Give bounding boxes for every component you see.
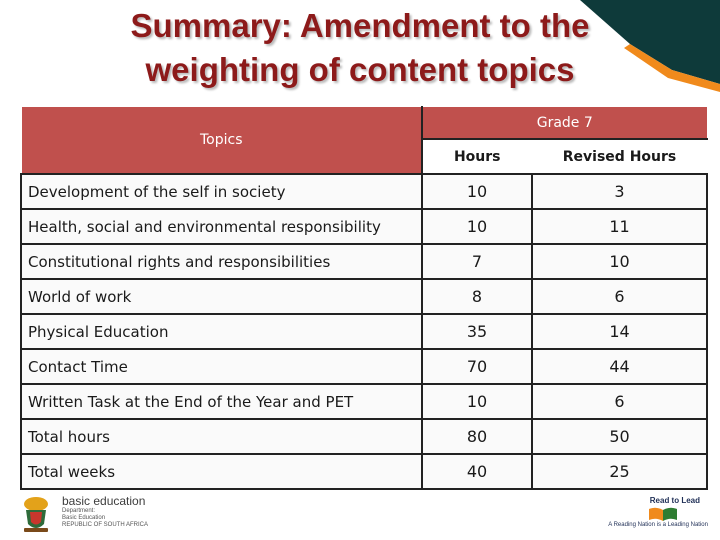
table-row: Total weeks 40 25 xyxy=(20,453,709,490)
table-row: Constitutional rights and responsibiliti… xyxy=(20,243,709,280)
slide-title: Summary: Amendment to the weighting of c… xyxy=(0,4,720,92)
header-grade: Grade 7 xyxy=(421,106,708,141)
read-to-lead-logo: Read to Lead A Reading Nation is a Leadi… xyxy=(608,492,712,536)
read-to-lead-title: Read to Lead xyxy=(649,496,700,505)
logo-line-2: Basic Education xyxy=(62,515,106,521)
row-revised-hours: 10 xyxy=(530,243,709,280)
row-hours: 10 xyxy=(421,208,533,245)
row-hours: 70 xyxy=(421,348,533,385)
row-revised-hours: 14 xyxy=(530,313,709,350)
row-revised-hours: 6 xyxy=(530,383,709,420)
coat-of-arms-icon xyxy=(24,497,48,532)
title-line-2: weighting of content topics xyxy=(145,51,575,88)
header-hours: Hours xyxy=(421,138,533,175)
row-hours: 80 xyxy=(421,418,533,455)
title-line-1: Summary: Amendment to the xyxy=(130,7,590,44)
row-hours: 10 xyxy=(421,383,533,420)
row-topic: Total hours xyxy=(20,418,423,455)
table-row: World of work 8 6 xyxy=(20,278,709,315)
row-topic: Health, social and environmental respons… xyxy=(20,208,423,245)
row-topic: Contact Time xyxy=(20,348,423,385)
table-row: Health, social and environmental respons… xyxy=(20,208,709,245)
row-topic: Total weeks xyxy=(20,453,423,490)
table-row: Total hours 80 50 xyxy=(20,418,709,455)
logo-line-3: REPUBLIC OF SOUTH AFRICA xyxy=(62,522,149,528)
row-revised-hours: 3 xyxy=(530,173,709,210)
row-hours: 10 xyxy=(421,173,533,210)
header-topics: Topics xyxy=(20,106,423,175)
row-topic: Physical Education xyxy=(20,313,423,350)
table-row: Contact Time 70 44 xyxy=(20,348,709,385)
summary-table: Topics Grade 7 Hours Revised Hours Devel… xyxy=(20,106,709,490)
row-topic: Constitutional rights and responsibiliti… xyxy=(20,243,423,280)
row-hours: 8 xyxy=(421,278,533,315)
table-row: Physical Education 35 14 xyxy=(20,313,709,350)
table-row: Development of the self in society 10 3 xyxy=(20,173,709,210)
row-topic: Written Task at the End of the Year and … xyxy=(20,383,423,420)
header-revised-hours: Revised Hours xyxy=(531,138,708,175)
row-revised-hours: 11 xyxy=(530,208,709,245)
read-to-lead-tagline: A Reading Nation is a Leading Nation xyxy=(608,522,708,528)
row-topic: Development of the self in society xyxy=(20,173,423,210)
row-revised-hours: 25 xyxy=(530,453,709,490)
corner-decoration xyxy=(580,0,720,92)
row-hours: 7 xyxy=(421,243,533,280)
row-revised-hours: 44 xyxy=(530,348,709,385)
logo-line-1: Department: xyxy=(62,508,96,514)
row-revised-hours: 6 xyxy=(530,278,709,315)
table-row: Written Task at the End of the Year and … xyxy=(20,383,709,420)
row-revised-hours: 50 xyxy=(530,418,709,455)
open-book-icon xyxy=(649,507,677,521)
row-hours: 40 xyxy=(421,453,533,490)
row-topic: World of work xyxy=(20,278,423,315)
basic-education-logo: basic education Department: Basic Educat… xyxy=(16,492,166,536)
logo-name: basic education xyxy=(62,494,146,508)
row-hours: 35 xyxy=(421,313,533,350)
